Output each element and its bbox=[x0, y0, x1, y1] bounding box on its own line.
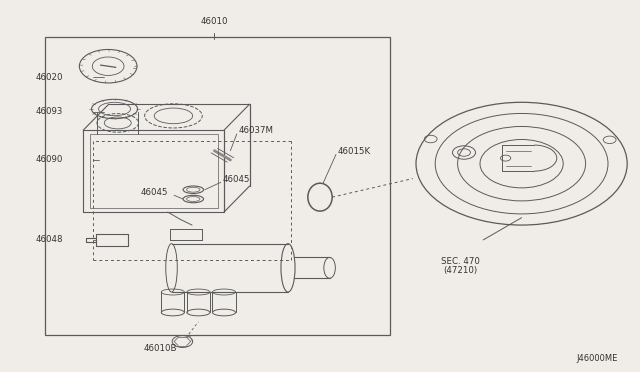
Text: 46010: 46010 bbox=[201, 17, 228, 26]
Text: SEC. 470: SEC. 470 bbox=[442, 257, 480, 266]
Text: (47210): (47210) bbox=[444, 266, 478, 275]
Bar bbox=[90, 134, 218, 208]
Text: 46010B: 46010B bbox=[144, 344, 177, 353]
Bar bbox=[45, 37, 390, 335]
Text: 46048: 46048 bbox=[35, 235, 63, 244]
Text: 46020: 46020 bbox=[35, 73, 63, 82]
Text: 46045: 46045 bbox=[141, 188, 168, 197]
Text: 46093: 46093 bbox=[35, 107, 63, 116]
Text: 46045: 46045 bbox=[223, 175, 250, 184]
Text: 46037M: 46037M bbox=[238, 126, 273, 135]
Text: J46000ME: J46000ME bbox=[576, 354, 618, 363]
Text: 46090: 46090 bbox=[35, 155, 63, 164]
Text: 46015K: 46015K bbox=[337, 147, 371, 156]
